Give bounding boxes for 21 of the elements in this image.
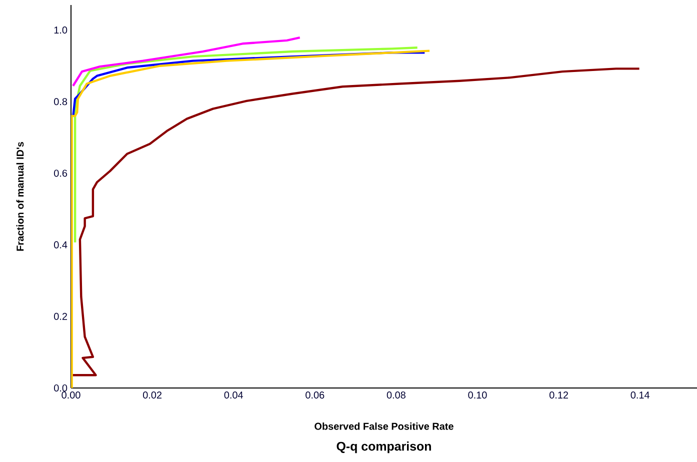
- line-series: [72, 36, 301, 87]
- x-tick-label: 0.08: [386, 392, 406, 399]
- y-tick-label: 0.8: [54, 98, 68, 106]
- x-tick-label: 0.00: [62, 392, 80, 399]
- text: Q-q comparison: [336, 442, 431, 454]
- y-tick-label: 0.2: [54, 312, 67, 320]
- y-tick-label: 0.6: [54, 170, 68, 177]
- line-series: [71, 68, 640, 376]
- x-tick-label: 0.02: [142, 392, 162, 399]
- y-tick-label: 0.4: [54, 241, 68, 248]
- y-axis-title: Fraction of manual ID's: [16, 142, 24, 251]
- x-tick-label: 0.12: [549, 392, 568, 399]
- x-tick-label: 0.14: [630, 392, 650, 399]
- y-tick-label: 1.0: [54, 26, 68, 34]
- x-tick-label: 0.06: [306, 392, 324, 399]
- x-axis-title: Observed False Positive Rate: [314, 422, 454, 430]
- x-tick-label: 0.10: [468, 392, 487, 399]
- y-tick-label: 0.0: [54, 384, 68, 392]
- line-series: [74, 46, 418, 244]
- line-series: [71, 50, 431, 388]
- x-tick-label: 0.04: [224, 392, 243, 399]
